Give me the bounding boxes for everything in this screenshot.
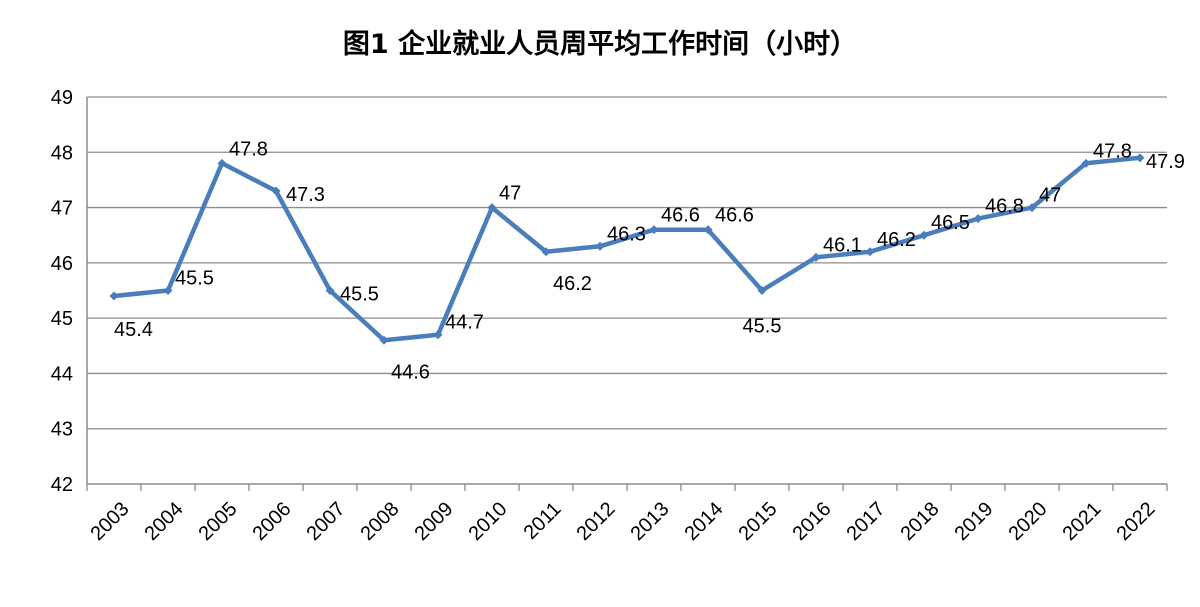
axes [86, 97, 1168, 491]
data-point-2018 [919, 230, 929, 240]
x-tick-label-2004: 2004 [141, 498, 188, 545]
x-tick-label-2022: 2022 [1113, 498, 1160, 545]
data-label-2021: 47.8 [1093, 140, 1132, 162]
data-label-2017: 46.2 [877, 229, 916, 251]
data-point-2019 [973, 214, 983, 224]
data-label-2003: 45.4 [114, 319, 153, 341]
data-labels: 45.4 45.5 47.8 47.3 45.5 44.6 44.7 47 46.2 46.3 46… [114, 138, 1185, 383]
tick-labels: 42 43 44 45 46 47 48 49 2003 2004 2005 2006 2007 2008… [51, 87, 1160, 545]
x-tick-label-2010: 2010 [465, 498, 512, 545]
y-tick-label-48: 48 [51, 142, 73, 164]
y-tick-label-42: 42 [51, 474, 73, 496]
data-label-2019: 46.8 [985, 196, 1024, 218]
y-tick-label-46: 46 [51, 253, 73, 275]
data-label-2009: 44.7 [445, 312, 484, 334]
x-tick-label-2021: 2021 [1059, 498, 1106, 545]
data-point-2011 [541, 247, 551, 257]
data-point-2006 [271, 186, 281, 196]
data-point-2004 [163, 286, 173, 295]
data-label-2018: 46.5 [931, 212, 970, 234]
x-tick-label-2009: 2009 [411, 498, 458, 545]
data-point-2021 [1081, 158, 1091, 168]
data-point-2013 [649, 225, 659, 235]
data-point-2015 [757, 286, 767, 295]
series-line [111, 155, 1143, 343]
data-point-2022 [1135, 153, 1145, 163]
data-label-2010: 47 [499, 183, 521, 205]
data-point-2017 [865, 247, 875, 257]
y-tick-label-49: 49 [51, 87, 73, 109]
data-label-2006: 47.3 [286, 184, 325, 206]
data-label-2004: 45.5 [175, 268, 214, 290]
x-tick-label-2015: 2015 [735, 498, 782, 545]
data-label-2008: 44.6 [391, 361, 430, 383]
x-tick-label-2016: 2016 [789, 498, 836, 545]
data-label-2014: 46.6 [715, 205, 754, 227]
data-point-2009 [433, 330, 443, 340]
data-label-2022: 47.9 [1146, 151, 1185, 173]
y-tick-label-45: 45 [51, 308, 73, 330]
data-label-2011: 46.2 [553, 273, 592, 295]
data-point-2010 [487, 203, 497, 213]
x-tick-label-2012: 2012 [573, 498, 620, 545]
x-tick-label-2005: 2005 [195, 498, 242, 545]
data-label-2020: 47 [1039, 185, 1061, 207]
x-tick-label-2020: 2020 [1005, 498, 1052, 545]
data-label-2016: 46.1 [823, 234, 862, 256]
x-tick-label-2019: 2019 [951, 498, 998, 545]
y-tick-label-47: 47 [51, 198, 73, 220]
data-label-2007: 45.5 [340, 284, 379, 306]
y-tick-label-44: 44 [51, 363, 73, 385]
data-point-2007 [325, 286, 335, 295]
y-tick-label-43: 43 [51, 419, 73, 441]
x-tick-label-2014: 2014 [681, 498, 728, 545]
data-label-2013: 46.6 [661, 205, 700, 227]
data-point-2014 [703, 225, 713, 235]
data-label-2015: 45.5 [743, 316, 782, 338]
data-point-2008 [379, 335, 389, 345]
x-tick-label-2007: 2007 [303, 498, 350, 545]
data-point-2020 [1027, 203, 1037, 213]
x-tick-label-2008: 2008 [357, 498, 404, 545]
x-tick-label-2011: 2011 [520, 498, 566, 544]
x-tick-label-2017: 2017 [843, 498, 890, 545]
data-point-2003 [109, 291, 119, 301]
series-line-group [109, 153, 1145, 345]
x-tick-label-2018: 2018 [897, 498, 944, 545]
data-label-2012: 46.3 [607, 223, 646, 245]
chart-title: 图1 企业就业人员周平均工作时间（小时） [342, 29, 858, 60]
data-point-2016 [811, 252, 821, 262]
data-point-2005 [217, 158, 227, 168]
x-tick-label-2006: 2006 [249, 498, 296, 545]
data-point-2012 [595, 241, 605, 251]
grid-lines [87, 96, 1167, 430]
x-tick-label-2013: 2013 [627, 498, 674, 545]
x-tick-label-2003: 2003 [87, 498, 134, 545]
data-label-2005: 47.8 [229, 138, 268, 160]
